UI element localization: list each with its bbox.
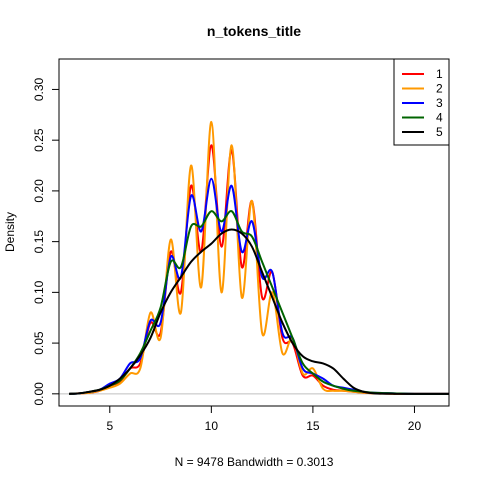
x-tick-label: 15 <box>306 419 320 433</box>
legend-label-5: 5 <box>436 125 443 139</box>
y-tick-label: 0.20 <box>32 179 46 203</box>
x-tick-label: 10 <box>205 419 219 433</box>
series-layer <box>69 120 450 395</box>
y-tick-label: 0.15 <box>32 230 46 254</box>
x-axis: 5 10 15 20 <box>106 405 422 433</box>
y-tick-label: 0.30 <box>32 77 46 101</box>
x-tick-label: 5 <box>106 419 113 433</box>
x-axis-label: N = 9478 Bandwidth = 0.3013 <box>175 455 334 469</box>
series-line-5 <box>69 228 449 395</box>
series-line-3 <box>69 177 450 395</box>
y-axis-label: Density <box>3 212 17 252</box>
y-tick-label: 0.10 <box>32 280 46 304</box>
legend-label-2: 2 <box>436 82 443 96</box>
legend-label-3: 3 <box>436 96 443 110</box>
legend-label-1: 1 <box>436 67 443 81</box>
y-tick-label: 0.00 <box>32 382 46 406</box>
legend-label-4: 4 <box>436 111 443 125</box>
y-tick-label: 0.25 <box>32 128 46 152</box>
chart-title: n_tokens_title <box>207 23 301 39</box>
y-axis: 0.00 0.05 0.10 0.15 0.20 0.25 0.30 <box>32 77 60 406</box>
x-tick-label: 20 <box>408 419 422 433</box>
series-line-2 <box>69 120 449 395</box>
y-tick-label: 0.05 <box>32 331 46 355</box>
